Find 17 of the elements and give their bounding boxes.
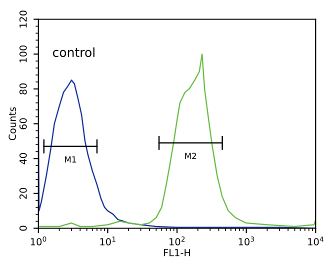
x-axis-title: FL1-H (164, 249, 190, 256)
x-tick-label: 10$^{1}$ (100, 236, 116, 246)
x-tick-label: 10$^{0}$ (30, 236, 46, 246)
x-tick-label: 10$^{4}$ (308, 236, 324, 246)
y-tick-label: 40 (19, 153, 27, 164)
annotation: M1 (65, 156, 76, 162)
annotation: control (52, 47, 94, 58)
y-tick-label: 60 (19, 118, 27, 130)
y-tick-label: 120 (19, 10, 27, 28)
y-tick-label: 20 (19, 188, 27, 199)
y-tick-label: 100 (19, 45, 27, 62)
y-axis-title: Counts (8, 107, 16, 140)
x-tick-label: 10$^{2}$ (170, 236, 185, 246)
y-tick-label: 80 (19, 83, 27, 94)
y-tick-label: 0 (19, 226, 27, 231)
annotation: M2 (185, 152, 196, 159)
x-tick-label: 10$^{3}$ (238, 236, 254, 246)
